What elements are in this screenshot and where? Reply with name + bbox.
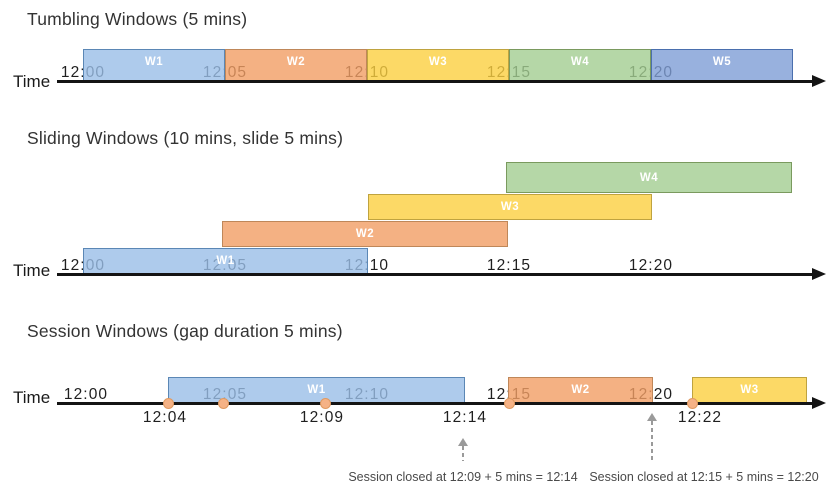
axis-arrowhead-icon — [812, 397, 826, 409]
window-bar-tumbling-w1 — [83, 49, 225, 81]
event-time-label: 12:09 — [299, 409, 345, 426]
time-axis-sliding — [57, 273, 812, 276]
time-axis-session — [57, 402, 812, 405]
window-bar-tumbling-w4 — [509, 49, 651, 81]
event-dot — [217, 397, 229, 409]
tick-label: 12:20 — [628, 257, 674, 274]
time-axis-tumbling — [57, 80, 812, 83]
event-time-label: 12:04 — [142, 409, 188, 426]
event-dot — [503, 397, 515, 409]
time-axis-label-sliding: Time — [13, 261, 51, 280]
window-label: W1 — [307, 384, 326, 396]
window-label: W4 — [639, 171, 659, 184]
window-bar-sliding-w3 — [368, 194, 652, 220]
time-axis-label-tumbling: Time — [13, 72, 51, 91]
window-bar-session-w2 — [508, 377, 653, 403]
axis-arrowhead-icon — [812, 268, 826, 280]
callout-arrow-icon — [647, 413, 657, 421]
callout-arrow-icon — [458, 438, 468, 446]
window-label: W2 — [355, 228, 375, 240]
window-label: W4 — [570, 56, 590, 68]
section-title-session: Session Windows (gap duration 5 mins) — [27, 321, 343, 341]
callout-text: Session closed at 12:15 + 5 mins = 12:20 — [589, 470, 819, 484]
window-bar-tumbling-w2 — [225, 49, 367, 81]
tick-label: 12:15 — [486, 257, 532, 274]
callout-arrow-line — [651, 421, 653, 461]
window-bar-sliding-w2 — [222, 221, 508, 247]
window-bar-session-w3 — [692, 377, 807, 403]
window-label: W1 — [144, 56, 164, 68]
window-label: W3 — [428, 56, 448, 68]
event-dot — [319, 397, 331, 409]
time-axis-label-session: Time — [13, 388, 51, 407]
event-time-label: 12:14 — [442, 409, 488, 426]
window-label: W2 — [286, 56, 306, 68]
axis-arrowhead-icon — [812, 75, 826, 87]
callout-arrow-line — [462, 446, 464, 461]
event-dot — [162, 397, 174, 409]
window-label: W3 — [740, 384, 759, 396]
callout-text: Session closed at 12:09 + 5 mins = 12:14 — [348, 470, 578, 484]
event-dot — [686, 397, 698, 409]
section-title-tumbling: Tumbling Windows (5 mins) — [27, 9, 248, 29]
window-bar-sliding-w4 — [506, 162, 792, 193]
window-label: W2 — [571, 384, 590, 396]
tick-label: 12:00 — [63, 386, 109, 403]
window-label: W1 — [216, 255, 235, 267]
event-time-label: 12:22 — [677, 409, 723, 426]
window-label: W5 — [712, 56, 732, 68]
window-label: W3 — [500, 201, 520, 213]
section-title-sliding: Sliding Windows (10 mins, slide 5 mins) — [27, 128, 344, 148]
